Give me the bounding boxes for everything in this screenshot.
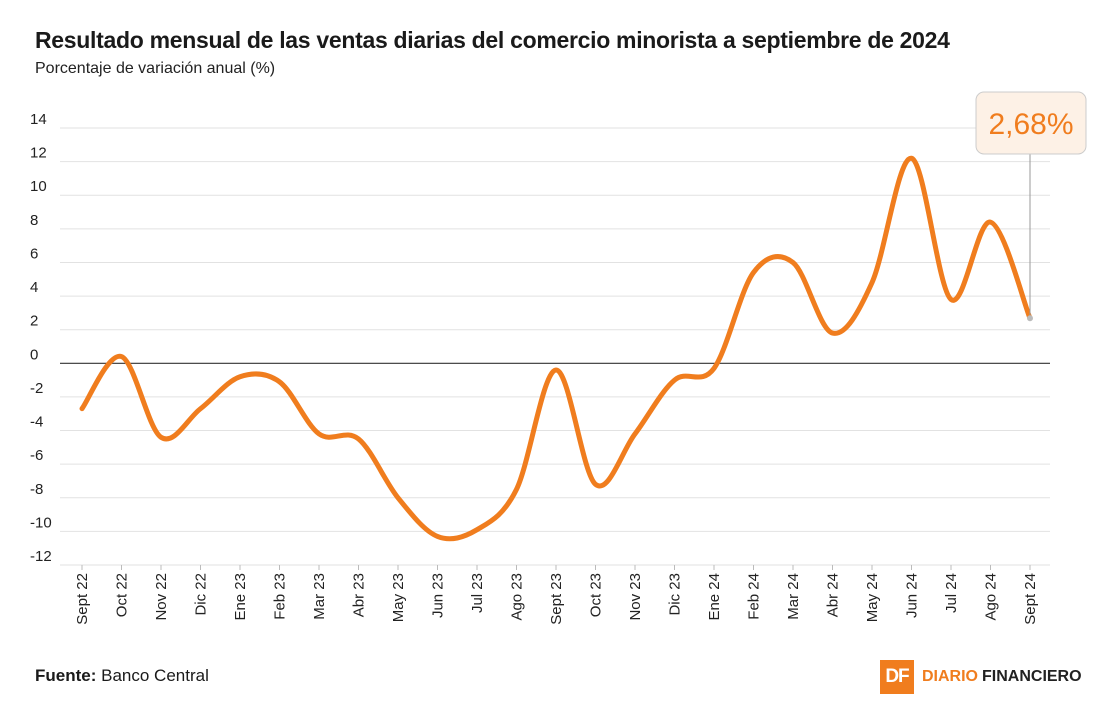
- x-tick-label: Dic 23: [667, 573, 684, 616]
- x-tick-label: Mar 24: [785, 573, 802, 620]
- y-axis-labels: 14 12 10 8 6 4 2 0 -2 -4 -6 -8 -10 -12: [30, 111, 52, 565]
- x-tick-label: Feb 23: [272, 573, 289, 620]
- y-tick-label: -10: [30, 514, 52, 531]
- y-tick-label: 14: [30, 111, 47, 128]
- x-tick-label: Ago 23: [509, 573, 526, 621]
- y-tick-label: 4: [30, 279, 38, 296]
- grid-lines: [60, 127, 1050, 566]
- annotation-box: [975, 91, 1087, 155]
- chart-title: Resultado mensual de las ventas diarias …: [35, 27, 950, 53]
- brand-name-part1: DIARIO: [922, 668, 978, 685]
- y-tick-label: -12: [30, 548, 52, 565]
- y-tick-label: -4: [30, 414, 43, 431]
- source-note: Fuente: Banco Central: [35, 666, 209, 686]
- x-tick-label: Abr 23: [351, 573, 368, 617]
- x-tick-label: Oct 22: [114, 573, 131, 617]
- x-tick-label: Abr 24: [825, 573, 842, 617]
- x-tick-label: Sept 24: [1022, 573, 1039, 625]
- y-tick-label: -6: [30, 447, 43, 464]
- x-tick-label: Jun 24: [904, 573, 921, 618]
- annotation-label: 2,68%: [988, 108, 1073, 141]
- chart-subtitle: Porcentaje de variación anual (%): [35, 60, 276, 77]
- brand-mark: DF: [880, 660, 914, 694]
- x-tick-label: Jun 23: [430, 573, 447, 618]
- x-tick-label: Ago 24: [983, 573, 1000, 621]
- x-tick-label: Mar 23: [311, 573, 328, 620]
- x-tick-label: Jul 24: [943, 573, 960, 613]
- x-tick-label: Ene 24: [706, 573, 723, 621]
- y-tick-label: 6: [30, 245, 38, 262]
- x-tick-label: Nov 22: [153, 573, 170, 621]
- x-tick-label: May 23: [390, 573, 407, 622]
- x-tick-label: Oct 23: [588, 573, 605, 617]
- x-tick-label: Feb 24: [746, 573, 763, 620]
- x-tick-label: Ene 23: [232, 573, 249, 621]
- value-annotation: 2,68%: [975, 91, 1087, 322]
- x-tick-label: Dic 22: [193, 573, 210, 616]
- x-tick-label: Sept 23: [548, 573, 565, 625]
- x-tick-label: May 24: [864, 573, 881, 622]
- y-tick-label: 10: [30, 178, 47, 195]
- x-tick-label: Nov 23: [627, 573, 644, 621]
- y-tick-label: 0: [30, 346, 38, 363]
- y-tick-label: 8: [30, 212, 38, 229]
- annotation-marker: [1027, 315, 1033, 322]
- x-tick-label: Jul 23: [469, 573, 486, 613]
- source-label: Fuente:: [35, 666, 97, 685]
- source-value: Banco Central: [101, 666, 209, 685]
- y-tick-label: -8: [30, 481, 43, 498]
- x-tick-label: Sept 22: [74, 573, 91, 625]
- y-tick-label: 12: [30, 145, 47, 162]
- x-axis-labels: Sept 22 Oct 22 Nov 22 Dic 22 Ene 23 Feb 23 Mar…: [74, 565, 1039, 625]
- brand-logo: DF DIARIO FINANCIERO: [880, 660, 1082, 694]
- y-tick-label: 2: [30, 313, 38, 330]
- brand-name-part2: FINANCIERO: [982, 668, 1082, 685]
- y-tick-label: -2: [30, 380, 43, 397]
- series-line: [79, 155, 1033, 542]
